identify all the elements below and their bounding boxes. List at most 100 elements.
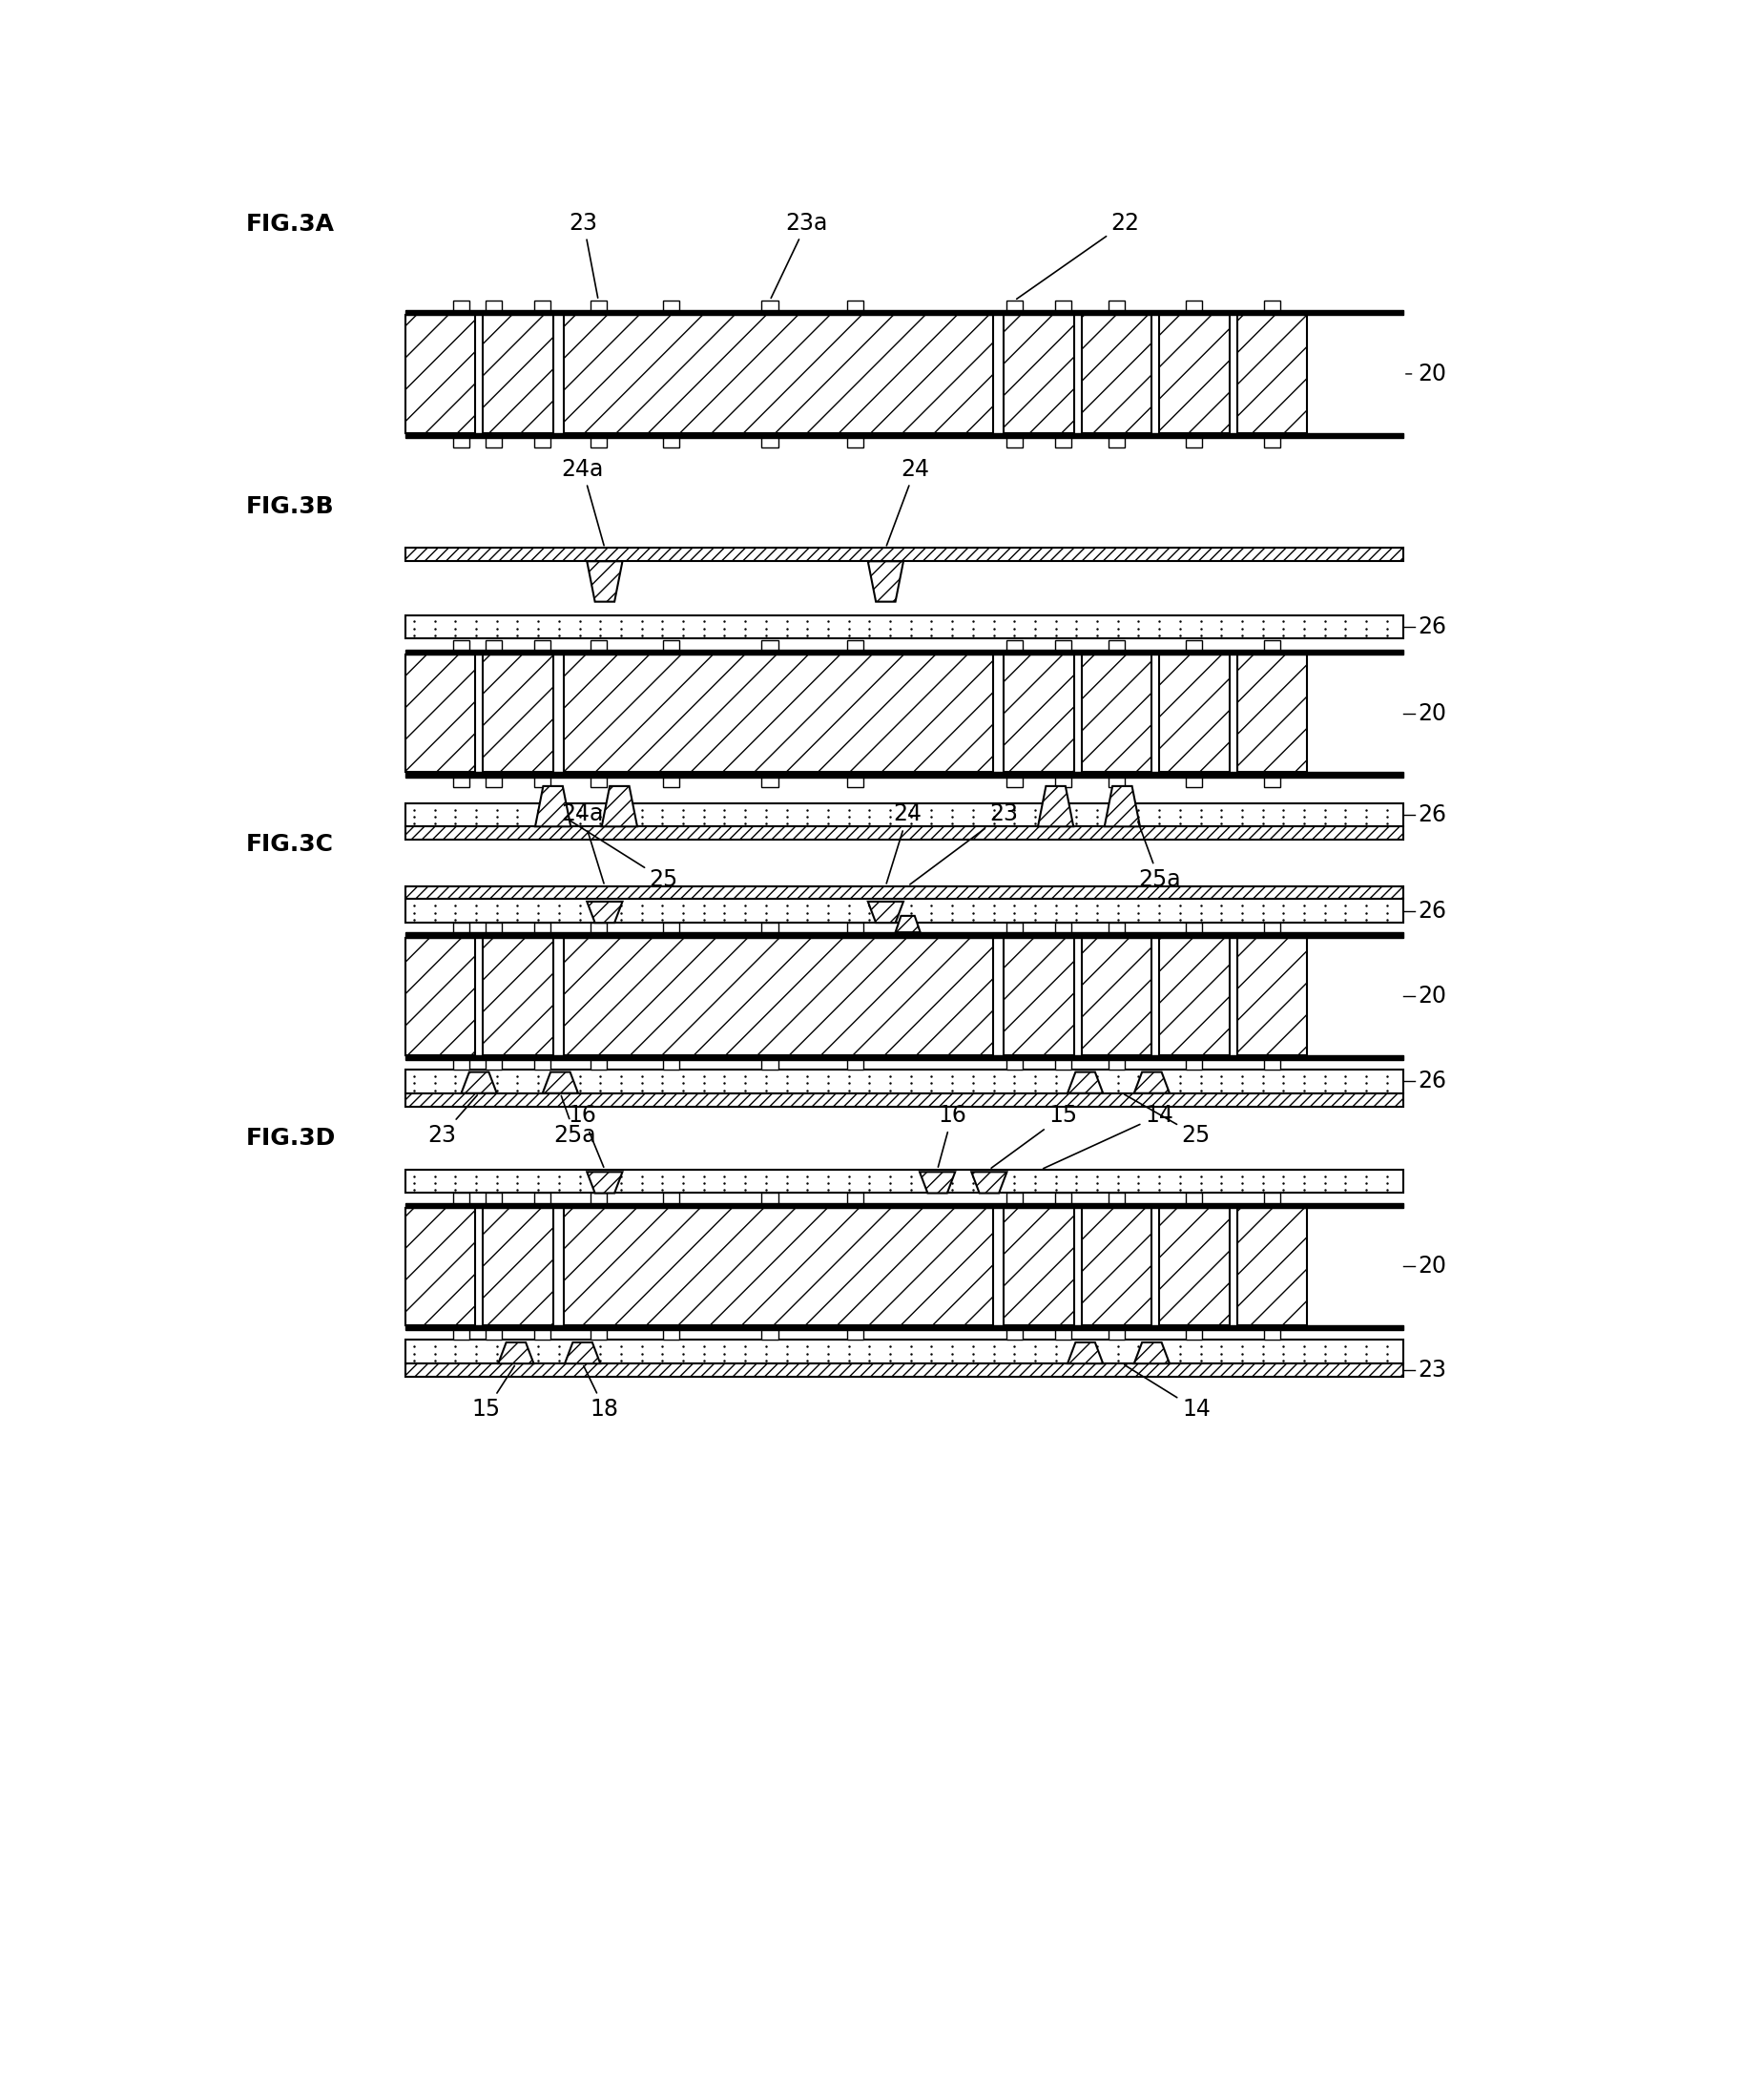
Bar bbox=[1263, 300, 1279, 311]
Bar bbox=[663, 1193, 680, 1203]
Text: 26: 26 bbox=[1418, 804, 1447, 825]
Bar bbox=[1159, 1207, 1230, 1325]
Bar bbox=[534, 439, 550, 447]
Text: 22: 22 bbox=[1017, 212, 1140, 298]
Bar bbox=[483, 937, 553, 1054]
Polygon shape bbox=[1038, 785, 1073, 827]
Polygon shape bbox=[1105, 785, 1140, 827]
Bar bbox=[483, 1207, 553, 1325]
Bar bbox=[405, 1203, 1403, 1208]
Bar bbox=[405, 827, 1403, 840]
Bar bbox=[405, 615, 1403, 638]
Bar bbox=[564, 655, 992, 773]
Text: 25a: 25a bbox=[1138, 821, 1181, 890]
Bar bbox=[405, 1094, 1403, 1107]
Bar bbox=[590, 640, 606, 649]
Bar bbox=[1186, 640, 1202, 649]
Bar bbox=[590, 777, 606, 788]
Bar bbox=[405, 1325, 1403, 1331]
Bar bbox=[453, 1061, 469, 1069]
Bar bbox=[564, 937, 992, 1054]
Polygon shape bbox=[895, 916, 920, 932]
Bar bbox=[485, 777, 502, 788]
Text: 20: 20 bbox=[1418, 1256, 1447, 1279]
Bar bbox=[1006, 922, 1022, 932]
Bar bbox=[405, 932, 1403, 937]
Text: 16: 16 bbox=[569, 1105, 604, 1168]
Bar bbox=[663, 640, 680, 649]
Text: 15: 15 bbox=[992, 1105, 1077, 1168]
Bar bbox=[1237, 1207, 1307, 1325]
Bar bbox=[453, 439, 469, 447]
Bar bbox=[1237, 315, 1307, 433]
Bar bbox=[1055, 777, 1071, 788]
Bar bbox=[405, 315, 476, 433]
Text: 20: 20 bbox=[1418, 701, 1447, 724]
Bar bbox=[1082, 655, 1152, 773]
Bar bbox=[761, 922, 779, 932]
Bar bbox=[1159, 937, 1230, 1054]
Bar bbox=[761, 1331, 779, 1340]
Bar bbox=[1055, 439, 1071, 447]
Bar bbox=[761, 640, 779, 649]
Bar bbox=[485, 1331, 502, 1340]
Bar bbox=[1159, 655, 1230, 773]
Polygon shape bbox=[499, 1342, 534, 1363]
Bar bbox=[1237, 655, 1307, 773]
Bar bbox=[1055, 640, 1071, 649]
Polygon shape bbox=[603, 785, 638, 827]
Bar bbox=[1006, 777, 1022, 788]
Bar bbox=[590, 1061, 606, 1069]
Bar bbox=[848, 300, 863, 311]
Bar bbox=[1006, 1061, 1022, 1069]
Bar bbox=[534, 1061, 550, 1069]
Bar bbox=[405, 649, 1403, 655]
Polygon shape bbox=[587, 561, 622, 603]
Polygon shape bbox=[869, 901, 904, 922]
Bar bbox=[485, 640, 502, 649]
Bar bbox=[1263, 1193, 1279, 1203]
Bar bbox=[1108, 922, 1124, 932]
Bar bbox=[564, 1207, 992, 1325]
Bar bbox=[405, 937, 476, 1054]
Bar bbox=[1006, 300, 1022, 311]
Bar bbox=[1186, 1061, 1202, 1069]
Polygon shape bbox=[536, 785, 571, 827]
Bar bbox=[1108, 1331, 1124, 1340]
Polygon shape bbox=[920, 1172, 955, 1193]
Bar bbox=[453, 1331, 469, 1340]
Bar bbox=[453, 640, 469, 649]
Bar bbox=[1186, 1331, 1202, 1340]
Polygon shape bbox=[869, 561, 904, 603]
Bar bbox=[1055, 1193, 1071, 1203]
Text: 23: 23 bbox=[909, 802, 1018, 884]
Bar bbox=[848, 640, 863, 649]
Bar bbox=[405, 433, 1403, 439]
Polygon shape bbox=[587, 1172, 622, 1193]
Text: FIG.3B: FIG.3B bbox=[247, 496, 335, 519]
Text: 18: 18 bbox=[583, 1365, 618, 1422]
Bar bbox=[1263, 439, 1279, 447]
Bar bbox=[848, 439, 863, 447]
Bar bbox=[534, 640, 550, 649]
Bar bbox=[405, 1069, 1403, 1094]
Bar bbox=[534, 300, 550, 311]
Bar bbox=[590, 439, 606, 447]
Polygon shape bbox=[587, 901, 622, 922]
Bar bbox=[405, 1340, 1403, 1363]
Bar bbox=[761, 777, 779, 788]
Bar bbox=[590, 300, 606, 311]
Text: 20: 20 bbox=[1418, 985, 1447, 1008]
Bar bbox=[1108, 640, 1124, 649]
Bar bbox=[405, 1170, 1403, 1193]
Text: FIG.3C: FIG.3C bbox=[247, 834, 333, 857]
Bar bbox=[848, 1331, 863, 1340]
Bar bbox=[405, 886, 1403, 899]
Text: 16: 16 bbox=[937, 1105, 966, 1168]
Bar bbox=[761, 300, 779, 311]
Bar bbox=[761, 1193, 779, 1203]
Bar bbox=[1082, 937, 1152, 1054]
Bar bbox=[1055, 1061, 1071, 1069]
Bar bbox=[1108, 300, 1124, 311]
Bar bbox=[1186, 777, 1202, 788]
